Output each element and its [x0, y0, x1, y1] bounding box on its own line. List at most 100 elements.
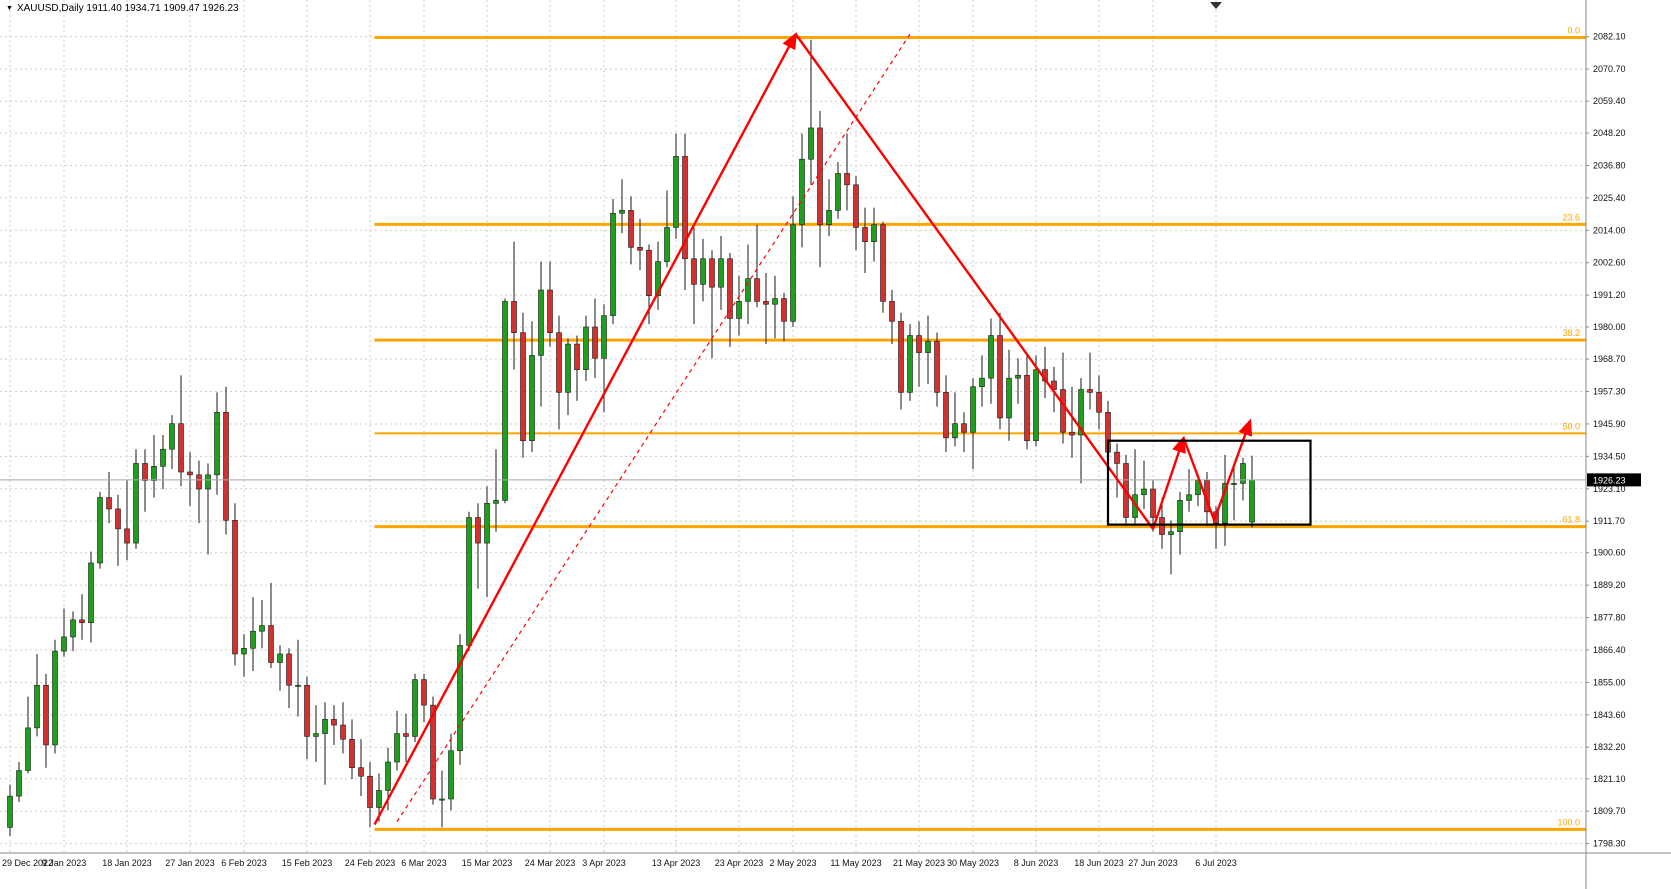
chart-shift-marker-icon[interactable]: [1210, 2, 1222, 9]
candle: [1024, 355, 1030, 450]
price-axis-label: 2014.00: [1593, 225, 1626, 235]
candle: [457, 634, 463, 765]
candle-body: [1087, 389, 1093, 393]
candle: [331, 705, 337, 745]
candle: [1141, 460, 1147, 509]
candle: [250, 597, 256, 672]
candle-body: [610, 212, 616, 316]
candle-body: [52, 650, 58, 746]
candle: [943, 375, 949, 453]
candle-body: [844, 173, 850, 186]
candle-body: [817, 127, 823, 225]
candle: [745, 244, 751, 325]
candle: [52, 639, 58, 754]
candle-body: [1060, 389, 1066, 433]
candle: [349, 719, 355, 780]
candle-body: [592, 326, 598, 359]
candle-body: [1168, 531, 1174, 535]
price-axis-label: 1843.60: [1593, 710, 1626, 720]
candle: [1186, 469, 1192, 512]
candle: [259, 599, 265, 649]
time-axis-label: 15 Mar 2023: [462, 858, 513, 868]
candle: [871, 207, 877, 262]
candle-body: [286, 653, 292, 686]
fibonacci-levels: 0.0 23.6 38.2 50.0 61.8 100.0: [374, 26, 1586, 831]
candle: [556, 315, 562, 430]
time-axis-label: 29 Dec 2022: [2, 858, 53, 868]
candle: [1033, 355, 1039, 447]
price-axis-label: 2025.40: [1593, 193, 1626, 203]
candle-body: [862, 227, 868, 242]
trend-segment[interactable]: [1182, 437, 1216, 521]
current-price-badge: [1587, 473, 1641, 487]
candle-body: [826, 210, 832, 225]
candle-body: [403, 733, 409, 737]
candle: [988, 318, 994, 404]
candle: [565, 338, 571, 416]
candle-body: [106, 497, 112, 510]
candle-body: [1141, 488, 1147, 496]
candle: [1015, 358, 1021, 404]
candle: [241, 634, 247, 677]
trend-segment[interactable]: [1213, 418, 1253, 521]
candle-body: [1078, 389, 1084, 436]
time-axis-label: 9 Jan 2023: [42, 858, 87, 868]
candle-body: [547, 289, 553, 333]
price-axis[interactable]: 2082.10 2070.70 2059.40 2048.20 2036.80 2025.…: [1586, 32, 1641, 849]
trend-dashed-line[interactable]: [396, 33, 911, 823]
candle: [115, 494, 121, 566]
candle-body: [493, 500, 499, 504]
candle-body: [1231, 483, 1237, 485]
candle: [781, 292, 787, 342]
candle: [718, 235, 724, 310]
candle-body: [448, 750, 454, 800]
trend-segment[interactable]: [794, 33, 1154, 530]
candle-body: [628, 210, 634, 248]
trend-segment[interactable]: [373, 32, 797, 826]
candle: [268, 582, 274, 669]
candle: [25, 696, 31, 774]
candle: [142, 449, 148, 512]
candle: [493, 449, 499, 532]
candle-body: [511, 301, 517, 333]
candle: [1249, 455, 1255, 528]
candle-body: [205, 474, 211, 490]
candle: [574, 335, 580, 401]
price-axis-label: 2070.70: [1593, 64, 1626, 74]
candle-body: [502, 301, 508, 501]
candle: [43, 673, 49, 768]
candle-body: [43, 684, 49, 746]
candle-body: [142, 463, 148, 481]
candle: [214, 392, 220, 495]
candle: [367, 762, 373, 828]
candle: [880, 221, 886, 313]
candle: [817, 110, 823, 268]
candle-body: [61, 636, 67, 652]
candle-body: [556, 332, 562, 393]
candle: [502, 298, 508, 504]
candle: [322, 702, 328, 785]
candle: [340, 702, 346, 754]
candle-body: [124, 528, 130, 544]
candle-body: [601, 315, 607, 359]
candle: [835, 162, 841, 219]
candle: [394, 710, 400, 771]
candle: [421, 673, 427, 723]
candle: [709, 250, 715, 359]
candle-body: [718, 258, 724, 288]
range-rectangle[interactable]: [1106, 439, 1312, 526]
candle: [808, 39, 814, 185]
candle-body: [1222, 483, 1228, 524]
candle: [124, 480, 130, 561]
price-axis-label: 1911.70: [1593, 516, 1625, 526]
trend-segment[interactable]: [1151, 435, 1186, 530]
symbol-dropdown-icon[interactable]: ▼: [6, 5, 13, 12]
candle-body: [637, 247, 643, 251]
fib-label-50.0: 50.0: [1562, 421, 1580, 431]
candle: [916, 321, 922, 387]
candle: [403, 713, 409, 763]
fib-label-100.0: 100.0: [1557, 817, 1580, 827]
candle: [187, 452, 193, 507]
